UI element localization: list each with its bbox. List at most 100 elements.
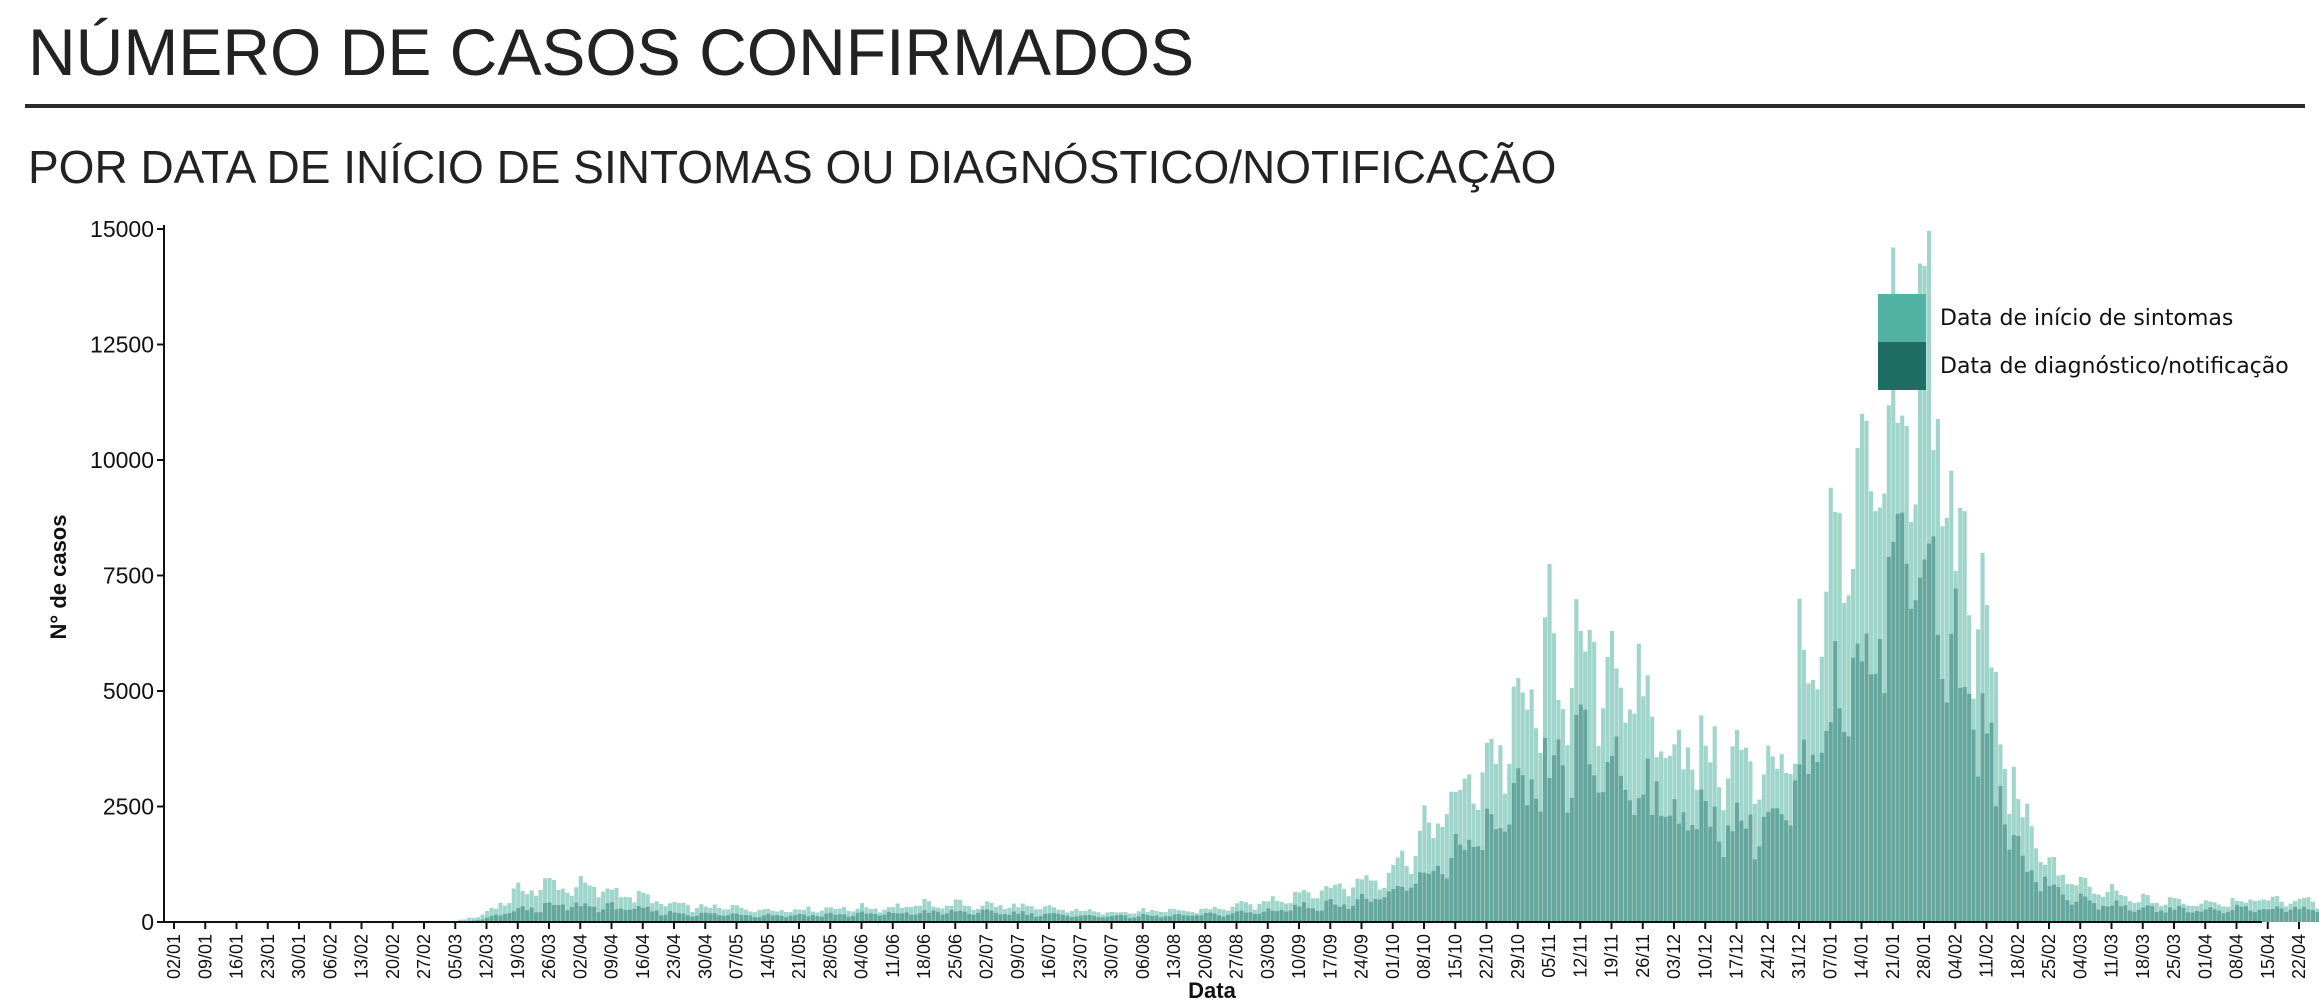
- x-tick-label: 19/11: [1602, 934, 1622, 978]
- bar-symptoms: [1663, 758, 1668, 922]
- bar-diagnosis: [511, 911, 516, 922]
- bar-symptoms: [873, 908, 878, 922]
- bar-diagnosis: [1498, 828, 1503, 922]
- bar-symptoms: [1368, 880, 1373, 922]
- bar-symptoms: [2234, 900, 2240, 922]
- bar-diagnosis: [609, 902, 615, 922]
- bar-symptoms: [761, 909, 766, 922]
- bar-diagnosis: [1047, 913, 1052, 922]
- bar-diagnosis: [1293, 904, 1298, 922]
- bar-diagnosis: [1368, 901, 1373, 922]
- bar-diagnosis: [1770, 808, 1775, 922]
- bar-symptoms: [1650, 716, 1655, 922]
- bar-diagnosis: [498, 915, 503, 922]
- bar-diagnosis: [1958, 687, 1963, 922]
- bar-diagnosis: [1672, 799, 1677, 922]
- bar-diagnosis: [1203, 913, 1208, 922]
- bar-diagnosis: [1833, 641, 1838, 922]
- bar-diagnosis: [1060, 914, 1065, 922]
- bar-symptoms: [851, 911, 856, 922]
- bar-symptoms: [775, 911, 780, 922]
- bar-diagnosis: [1440, 874, 1445, 922]
- bar-diagnosis: [1971, 729, 1976, 922]
- bar-symptoms: [949, 905, 954, 922]
- bar-symptoms: [1922, 265, 1927, 923]
- bar-symptoms: [2226, 907, 2231, 922]
- bar-symptoms: [1511, 686, 1516, 922]
- bar-symptoms: [726, 909, 731, 922]
- bar-diagnosis: [641, 907, 646, 922]
- y-axis-label: N° de casos: [46, 515, 71, 640]
- bar-symptoms: [882, 909, 887, 922]
- bar-symptoms: [1101, 914, 1106, 922]
- bar-diagnosis: [1636, 798, 1641, 922]
- bar-symptoms: [1145, 912, 1150, 922]
- bar-diagnosis: [699, 912, 704, 922]
- bar-symptoms: [900, 907, 905, 922]
- bar-diagnosis: [1645, 758, 1650, 922]
- y-axis: 0 2500 5000 7500 10000 12500 15000: [90, 216, 165, 935]
- bar-diagnosis: [529, 907, 534, 922]
- bar-symptoms: [2007, 814, 2012, 922]
- bar-symptoms: [935, 907, 940, 922]
- bar-symptoms: [1288, 903, 1293, 922]
- bar-diagnosis: [1998, 786, 2003, 922]
- bar-symptoms: [1627, 709, 1632, 922]
- bar-symptoms: [1596, 746, 1601, 922]
- bar-diagnosis: [672, 912, 677, 922]
- bar-diagnosis: [1270, 910, 1275, 922]
- bar-diagnosis: [1864, 633, 1869, 922]
- bar-diagnosis: [1993, 806, 1998, 922]
- bar-symptoms: [1351, 887, 1356, 922]
- bar-symptoms: [1359, 879, 1365, 922]
- bar-diagnosis: [748, 915, 753, 922]
- bar-diagnosis: [2145, 905, 2150, 922]
- bar-symptoms: [2185, 905, 2190, 922]
- bar-diagnosis: [1176, 914, 1182, 922]
- bar-symptoms: [1547, 563, 1552, 922]
- bar-symptoms: [1172, 909, 1177, 922]
- x-tick-label: 05/11: [1539, 934, 1559, 978]
- bar-symptoms: [529, 890, 534, 922]
- bar-diagnosis: [1458, 844, 1463, 922]
- bar-diagnosis: [614, 909, 619, 922]
- x-tick-label: 14/05: [758, 934, 778, 979]
- bar-symptoms: [984, 901, 990, 922]
- bar-symptoms: [793, 909, 798, 922]
- bar-diagnosis: [1351, 905, 1356, 922]
- x-tick-label: 21/05: [789, 934, 809, 979]
- bar-diagnosis: [793, 915, 798, 922]
- bar-diagnosis: [1043, 913, 1048, 922]
- bar-symptoms: [1926, 230, 1932, 922]
- bar-diagnosis: [1690, 825, 1695, 922]
- bar-diagnosis: [1886, 556, 1891, 922]
- legend: Data de início de sintomas Data de diagn…: [1878, 294, 2289, 390]
- bar-symptoms: [766, 909, 771, 922]
- bar-symptoms: [877, 912, 882, 922]
- x-tick-label: 01/10: [1383, 934, 1403, 979]
- bar-diagnosis: [971, 914, 976, 922]
- bar-symptoms: [2279, 901, 2284, 922]
- bar-symptoms: [569, 895, 574, 922]
- bar-diagnosis: [1190, 915, 1195, 922]
- bar-symptoms: [1846, 595, 1851, 922]
- bar-symptoms: [1757, 799, 1762, 922]
- bar-diagnosis: [2020, 855, 2025, 922]
- bar-symptoms: [1766, 745, 1771, 922]
- bar-symptoms: [690, 911, 695, 922]
- bar-symptoms: [2159, 906, 2164, 922]
- x-tick-label: 16/07: [1039, 934, 1059, 979]
- bar-symptoms: [1020, 903, 1025, 922]
- bar-diagnosis: [1976, 776, 1981, 922]
- bar-symptoms: [520, 891, 525, 922]
- bar-diagnosis: [601, 909, 606, 922]
- bar-symptoms: [1984, 604, 1990, 922]
- x-tick-label: 15/04: [2258, 934, 2278, 979]
- bar-diagnosis: [2154, 912, 2159, 922]
- bar-symptoms: [819, 910, 824, 922]
- bar-diagnosis: [1547, 777, 1552, 922]
- bar-diagnosis: [2047, 886, 2052, 922]
- chart-subtitle: POR DATA DE INÍCIO DE SINTOMAS OU DIAGNÓ…: [28, 141, 1557, 193]
- bar-symptoms: [1940, 526, 1945, 922]
- bar-diagnosis: [1730, 831, 1735, 922]
